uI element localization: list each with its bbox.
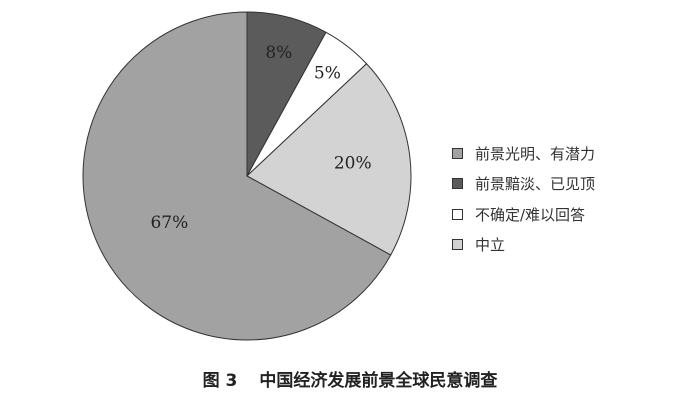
caption-text: 中国经济发展前景全球民意调查: [259, 371, 498, 391]
legend-item: 前景黯淡、已见顶: [452, 169, 595, 200]
pie-slice: [82, 11, 392, 341]
slice-label: 67%: [150, 213, 188, 233]
legend-swatch: [452, 239, 463, 251]
chart-caption: 图 3 中国经济发展前景全球民意调查: [0, 366, 700, 391]
slice-label: 20%: [334, 154, 372, 174]
legend-label: 前景黯淡、已见顶: [475, 175, 596, 194]
legend-label: 不确定/难以回答: [475, 205, 586, 224]
pie-slice: [246, 63, 412, 256]
figure-number: 图 3: [202, 371, 238, 391]
legend-label: 前景光明、有潜力: [475, 144, 596, 163]
legend-swatch: [452, 208, 463, 220]
legend-swatch: [452, 147, 463, 159]
pie-chart: 8% 5% 20% 67%: [82, 11, 412, 341]
slice-label: 5%: [314, 63, 341, 83]
legend-swatch: [452, 178, 463, 190]
legend-item: 前景光明、有潜力: [452, 138, 595, 169]
legend-item: 不确定/难以回答: [452, 199, 595, 230]
legend-item: 中立: [452, 230, 595, 261]
slice-label: 8%: [265, 43, 292, 63]
legend-label: 中立: [475, 236, 506, 255]
legend: 前景光明、有潜力 前景黯淡、已见顶 不确定/难以回答 中立: [452, 138, 595, 260]
